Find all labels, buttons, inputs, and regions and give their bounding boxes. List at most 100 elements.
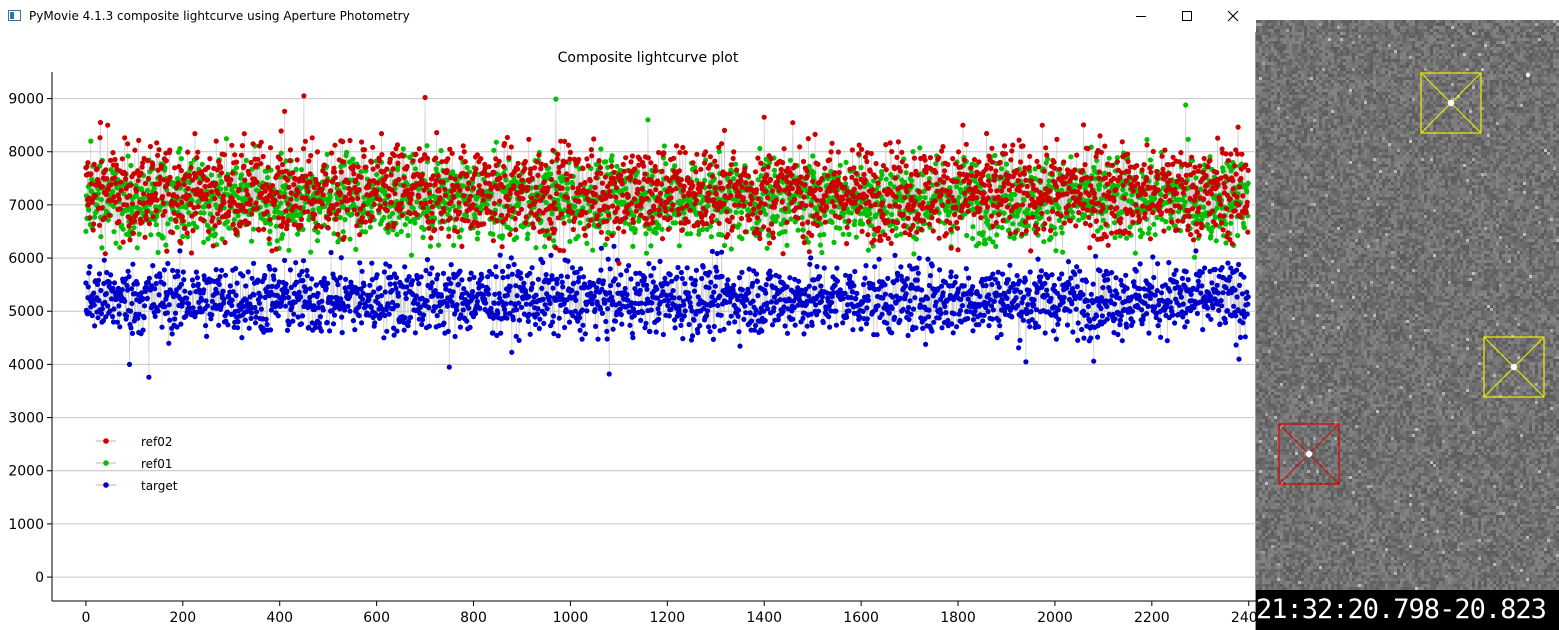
data-point-ref01	[577, 220, 583, 226]
data-point-ref01	[474, 236, 480, 242]
data-point-target	[491, 300, 497, 306]
data-point-target	[963, 266, 969, 272]
data-point-target	[1151, 274, 1157, 281]
data-point-ref01	[773, 218, 779, 224]
data-point-target	[1085, 303, 1091, 310]
data-point-target	[95, 315, 101, 321]
data-point-target	[307, 286, 313, 292]
data-point-target	[1005, 277, 1012, 283]
data-point-ref01	[1003, 161, 1010, 167]
data-point-ref01	[98, 234, 104, 240]
data-point-target	[1244, 289, 1250, 295]
data-point-target	[91, 290, 97, 296]
data-point-target	[144, 295, 150, 301]
data-point-target	[897, 295, 904, 301]
data-point-target	[929, 263, 935, 269]
data-point-target	[919, 287, 925, 293]
data-point-ref01	[212, 231, 218, 237]
data-point-target	[989, 316, 996, 322]
data-point-target	[1067, 308, 1073, 314]
data-point-target	[142, 288, 149, 294]
data-point-target	[916, 255, 922, 261]
data-point-ref01	[1193, 175, 1199, 181]
data-point-ref01	[632, 226, 638, 233]
data-point-ref01	[525, 231, 531, 237]
data-point-target	[1107, 288, 1113, 294]
chart-area[interactable]: Composite lightcurve plot 0 1000 2000 3000 40…	[0, 32, 1256, 630]
data-point-target	[368, 304, 374, 310]
data-point-target	[1031, 297, 1037, 303]
data-point-target	[182, 288, 188, 294]
data-point-target	[1032, 320, 1039, 326]
data-point-target	[345, 303, 351, 309]
data-point-target	[686, 321, 692, 328]
data-point-target	[927, 273, 934, 279]
data-point-target	[959, 303, 966, 309]
data-point-ref01	[643, 250, 650, 256]
data-point-ref01	[174, 176, 181, 182]
data-point-target	[651, 265, 657, 271]
data-point-target	[1124, 324, 1130, 330]
data-point-target	[548, 252, 554, 258]
data-point-target	[886, 310, 892, 316]
data-point-target	[950, 330, 956, 336]
data-point-target	[418, 274, 424, 280]
data-point-target	[892, 252, 898, 258]
data-point-target	[1170, 312, 1176, 318]
data-point-ref02	[125, 141, 131, 147]
data-point-target	[849, 289, 856, 295]
data-point-target	[761, 308, 767, 314]
data-point-target	[676, 295, 683, 301]
data-point-ref01	[787, 157, 794, 163]
data-point-target	[626, 309, 633, 315]
data-point-target	[145, 279, 151, 285]
data-point-target	[1087, 318, 1093, 324]
data-point-target	[813, 302, 819, 308]
data-point-target	[389, 287, 395, 294]
data-point-target	[263, 316, 269, 322]
data-point-ref01	[609, 158, 615, 164]
data-point-target	[299, 268, 305, 275]
data-point-ref01	[681, 210, 687, 216]
data-point-target	[499, 299, 505, 305]
data-point-ref01	[623, 186, 629, 192]
data-point-target	[768, 299, 775, 305]
data-point-target	[592, 307, 598, 313]
data-point-target	[293, 260, 299, 266]
data-point-target	[267, 327, 274, 333]
data-point-target	[853, 296, 859, 302]
data-point-ref02	[126, 193, 133, 199]
maximize-button[interactable]	[1164, 0, 1210, 32]
data-point-ref01	[1112, 235, 1118, 241]
data-point-target	[832, 282, 838, 288]
data-point-target	[775, 317, 781, 323]
data-point-target	[726, 320, 732, 326]
data-point-target	[999, 297, 1005, 303]
data-point-ref01	[1214, 205, 1220, 211]
data-point-target	[122, 298, 128, 304]
data-point-ref01	[533, 245, 539, 251]
data-point-ref01	[315, 229, 321, 235]
window-titlebar[interactable]: PyMovie 4.1.3 composite lightcurve using…	[0, 0, 1256, 32]
data-point-target	[1014, 287, 1020, 293]
data-point-target	[985, 308, 991, 315]
data-point-target	[795, 302, 801, 308]
close-button[interactable]	[1210, 0, 1256, 32]
data-point-target	[166, 340, 172, 346]
lightcurve-chart[interactable]: Composite lightcurve plot010002000300040…	[0, 32, 1256, 630]
data-point-target	[682, 281, 688, 287]
data-point-ref01	[858, 164, 864, 171]
data-point-target	[249, 310, 255, 316]
data-point-target	[387, 281, 393, 287]
data-point-target	[707, 329, 713, 335]
minimize-button[interactable]	[1118, 0, 1164, 32]
data-point-target	[730, 288, 736, 294]
data-point-target	[1077, 295, 1083, 301]
data-point-ref01	[164, 200, 170, 206]
data-point-target	[178, 321, 184, 327]
y-tick-label: 8000	[8, 145, 44, 161]
data-point-target	[393, 275, 400, 281]
data-point-ref02	[111, 175, 118, 181]
data-point-ref01	[913, 236, 920, 242]
data-point-target	[110, 314, 116, 320]
